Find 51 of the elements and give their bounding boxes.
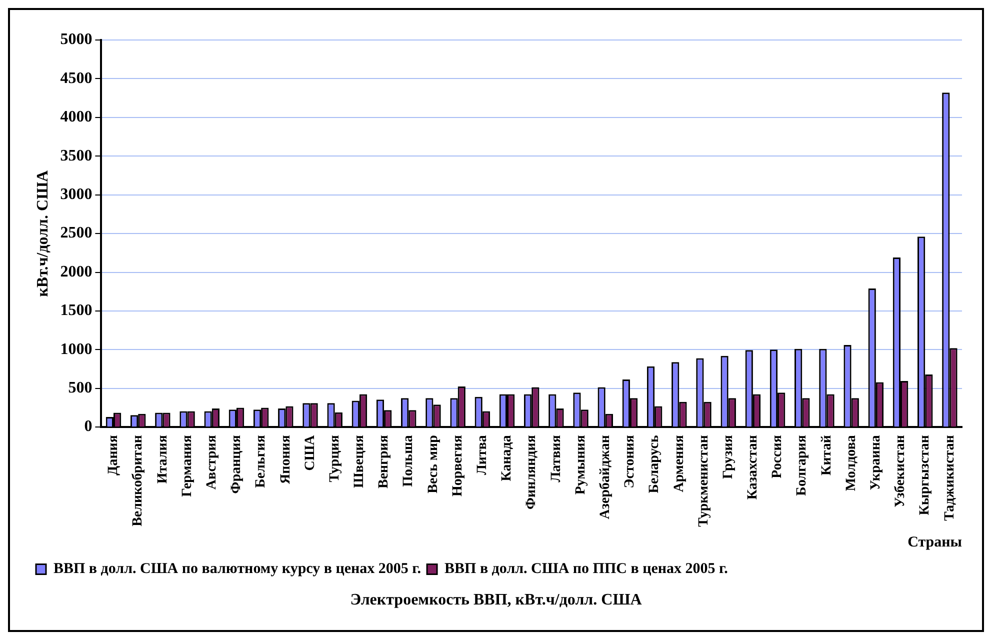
x-tick-label: Германия — [180, 434, 195, 497]
y-tick-label: 3500 — [60, 147, 92, 164]
x-tick-label: Беларусь — [647, 434, 662, 494]
x-tick-label: Таджикистан — [942, 435, 958, 521]
x-tick-label: Азербайджан — [598, 435, 613, 520]
x-tick-label: США — [302, 434, 318, 471]
y-tick-label: 4500 — [60, 70, 92, 87]
x-tick-label: Швеция — [352, 434, 368, 488]
y-tick-label: 0 — [84, 418, 92, 436]
x-tick-label: Румыния — [573, 434, 588, 495]
x-tick-label: Великобритан — [130, 435, 146, 526]
y-tick-label: 2500 — [60, 224, 92, 242]
x-tick-label: Казахстан — [746, 435, 761, 500]
y-tick-label: 1000 — [60, 340, 92, 358]
x-tick-label: Япония — [278, 434, 294, 484]
x-tick-label: Венгрия — [376, 434, 392, 488]
x-tick-label: Эстония — [622, 434, 638, 488]
x-tick-label: Франция — [229, 434, 244, 494]
x-tick-label: Украина — [868, 435, 884, 490]
x-tick-label: Австрия — [204, 434, 220, 490]
x-tick-label: Латвия — [548, 434, 564, 482]
x-axis-title: Страны — [908, 534, 962, 551]
x-tick-label: Дания — [106, 434, 122, 476]
x-tick-label: Турция — [327, 434, 342, 482]
y-tick-label: 5000 — [60, 31, 92, 48]
y-axis-title: кВт.ч/долл. США — [34, 170, 52, 297]
x-tick-label: Бельгия — [254, 434, 269, 488]
legend-label: ВВП в долл. США по валютному курсу в ценах 2005 г. — [54, 561, 422, 578]
x-tick-label: Китай — [819, 435, 834, 476]
x-tick-label: Молдова — [844, 435, 859, 492]
y-tick-label: 3000 — [60, 186, 92, 203]
x-tick-label: Польша — [401, 435, 416, 487]
x-tick-label: Россия — [770, 434, 786, 478]
y-tick-label: 2000 — [60, 263, 92, 280]
x-tick-label: Весь мир — [426, 434, 441, 494]
x-tick-label: Норвегия — [450, 434, 466, 497]
x-tick-label: Армения — [672, 434, 687, 492]
legend-label: ВВП в долл. США по ППС в ценах 2005 г. — [444, 561, 728, 578]
x-tick-label: Литва — [475, 435, 490, 476]
x-tick-label: Канада — [500, 435, 515, 482]
x-tick-label: Узбекистан — [893, 435, 908, 508]
x-tick-label: Кыргызстан — [918, 435, 933, 516]
y-tick-label: 1500 — [60, 302, 92, 320]
x-tick-label: Болгария — [794, 434, 810, 496]
x-tick-label: Грузия — [720, 434, 736, 479]
x-tick-label: Италия — [155, 434, 170, 484]
x-tick-label: Туркменистан — [696, 435, 712, 527]
y-tick-label: 500 — [68, 380, 92, 397]
x-tick-label: Финляндия — [524, 434, 540, 510]
text: Электроемкость ВВП, кВт.ч/долл. США — [350, 592, 642, 609]
y-tick-label: 4000 — [60, 108, 92, 126]
